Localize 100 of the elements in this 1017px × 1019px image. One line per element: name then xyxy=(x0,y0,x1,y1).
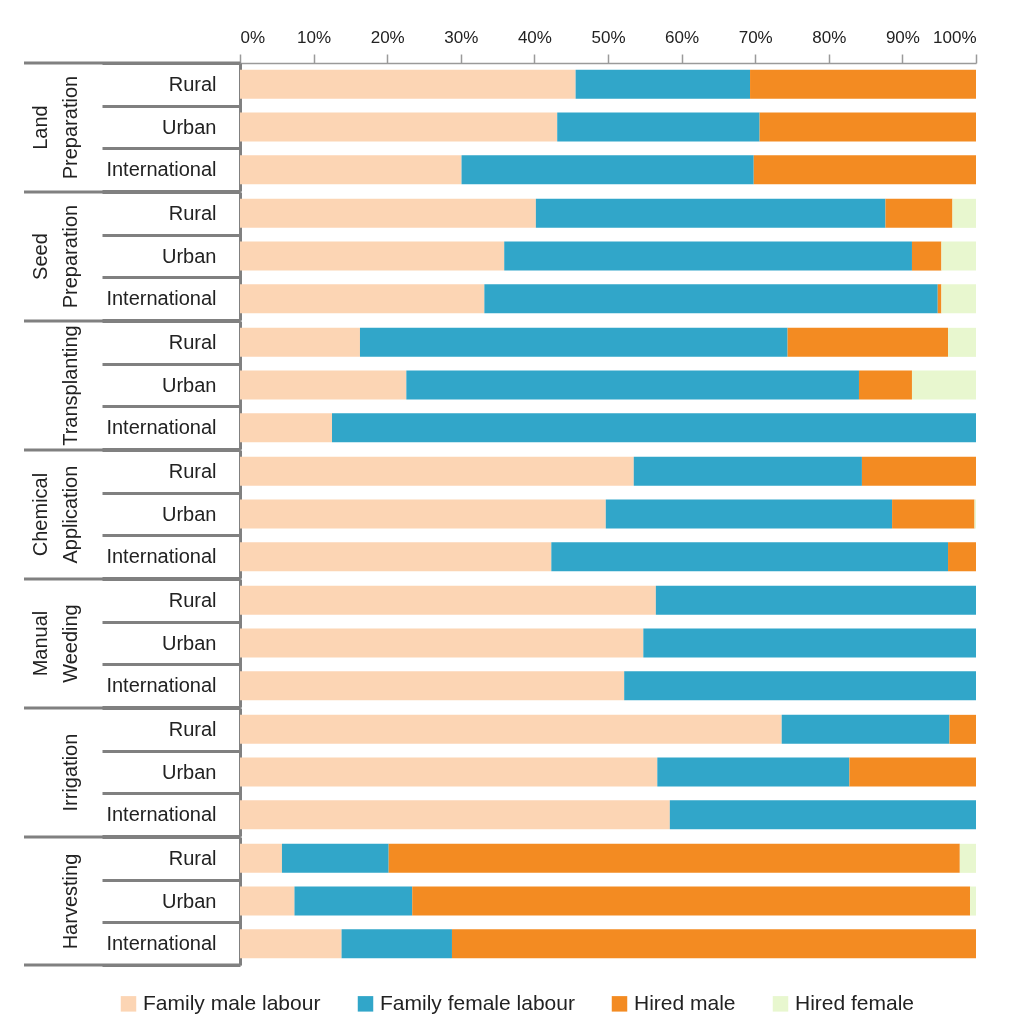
bar xyxy=(240,757,658,787)
y-tick-label: International xyxy=(106,416,217,439)
bar xyxy=(941,284,976,314)
y-tick-label: International xyxy=(106,545,217,568)
bar xyxy=(849,757,976,787)
bar xyxy=(240,370,407,400)
bar xyxy=(240,628,644,658)
bar xyxy=(911,370,976,400)
x-tick-label: 80% xyxy=(812,27,847,47)
x-tick-label: 50% xyxy=(591,27,626,47)
x-tick-label: 30% xyxy=(444,27,479,47)
x-tick-label: 60% xyxy=(665,27,700,47)
bar xyxy=(240,585,656,615)
bar xyxy=(332,413,976,443)
bar xyxy=(281,843,389,873)
bar xyxy=(657,757,850,787)
bar xyxy=(240,241,505,271)
bar xyxy=(359,327,788,357)
y-tick-label: Urban xyxy=(162,889,217,912)
bar xyxy=(949,714,976,744)
bar xyxy=(605,499,893,529)
bar xyxy=(575,69,751,99)
bar xyxy=(759,112,976,142)
bar xyxy=(484,284,938,314)
bar xyxy=(240,155,462,185)
y-tick-label: International xyxy=(106,674,217,697)
x-tick-label: 0% xyxy=(240,27,266,47)
y-tick-label: International xyxy=(106,158,217,181)
x-tick-label: 10% xyxy=(297,27,332,47)
bar xyxy=(535,198,886,228)
bar xyxy=(787,327,949,357)
bar xyxy=(970,886,976,916)
bar xyxy=(551,542,949,572)
x-tick-label: 70% xyxy=(738,27,773,47)
bar xyxy=(948,542,976,572)
legend-label: Family male labour xyxy=(143,990,321,1014)
y-tick-label: Rural xyxy=(168,201,217,224)
bar xyxy=(240,843,282,873)
y-axis-title: Chemical Application xyxy=(29,465,81,564)
bar xyxy=(861,456,976,486)
x-tick-label: 40% xyxy=(517,27,552,47)
bar xyxy=(504,241,912,271)
y-tick-label: Urban xyxy=(162,244,217,267)
bar xyxy=(885,198,953,228)
bar xyxy=(941,241,976,271)
bar xyxy=(557,112,760,142)
bar xyxy=(341,929,452,959)
bar xyxy=(240,198,536,228)
bar xyxy=(643,628,976,658)
y-tick-label: International xyxy=(106,803,217,826)
y-tick-label: Rural xyxy=(168,72,217,95)
legend-label: Hired male xyxy=(634,990,736,1014)
y-tick-label: Urban xyxy=(162,631,217,654)
y-tick-label: International xyxy=(106,932,217,955)
y-tick-label: Rural xyxy=(168,846,217,869)
bar xyxy=(952,198,976,228)
x-tick-label: 100% xyxy=(933,27,977,47)
y-axis-title: Land Preparation xyxy=(29,75,81,180)
bar xyxy=(240,542,552,572)
y-axis-title: Transplanting xyxy=(59,325,81,446)
bar xyxy=(240,69,576,99)
bar xyxy=(240,456,634,486)
y-axis-title: Harvesting xyxy=(59,853,81,950)
x-tick-label: 20% xyxy=(370,27,405,47)
y-axis-title: Irrigation xyxy=(59,733,81,812)
bar xyxy=(240,499,606,529)
y-tick-label: Rural xyxy=(168,330,217,353)
bar xyxy=(240,413,332,443)
bar xyxy=(655,585,976,615)
y-tick-label: Rural xyxy=(168,717,217,740)
bar xyxy=(406,370,859,400)
bar xyxy=(624,671,976,701)
bar xyxy=(750,69,976,99)
legend-label: Family female labour xyxy=(380,990,575,1014)
bar xyxy=(240,714,782,744)
bar xyxy=(240,800,670,830)
y-tick-label: Urban xyxy=(162,502,217,525)
y-axis-title: Seed Preparation xyxy=(29,204,81,309)
bar xyxy=(240,327,360,357)
y-tick-label: International xyxy=(106,287,217,310)
bar xyxy=(781,714,950,744)
bar xyxy=(911,241,942,271)
y-tick-label: Urban xyxy=(162,373,217,396)
bar xyxy=(461,155,754,185)
y-tick-label: Rural xyxy=(168,459,217,482)
bar xyxy=(240,112,558,142)
y-axis-title: Manual Weeding xyxy=(29,604,81,683)
y-tick-label: Rural xyxy=(168,588,217,611)
bar xyxy=(858,370,912,400)
bar xyxy=(240,929,342,959)
bar xyxy=(240,671,625,701)
bar xyxy=(388,843,960,873)
y-tick-label: Urban xyxy=(162,115,217,138)
bar xyxy=(240,284,485,314)
bar xyxy=(412,886,971,916)
bar xyxy=(959,843,976,873)
y-tick-label: Urban xyxy=(162,760,217,783)
bar xyxy=(669,800,976,830)
bar xyxy=(294,886,413,916)
bar xyxy=(451,929,976,959)
